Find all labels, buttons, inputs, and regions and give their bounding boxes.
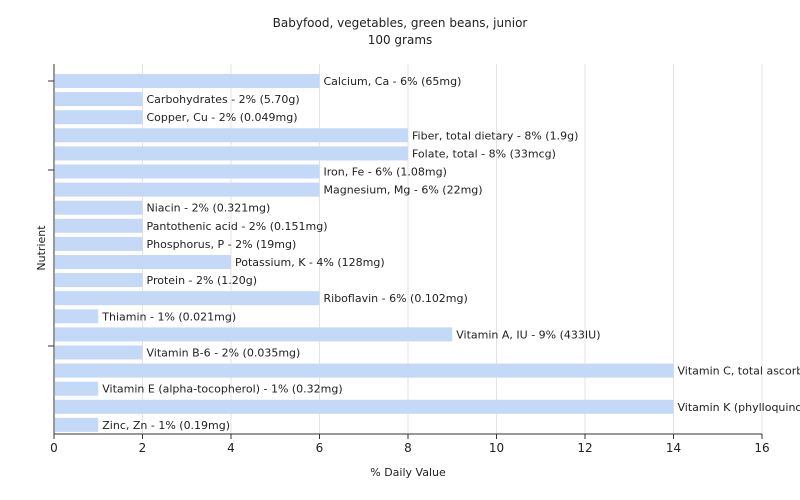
bar-label-11: Protein - 2% (1.20g): [147, 274, 258, 287]
bar-0: [55, 74, 320, 88]
x-tick-label-6: 12: [577, 441, 592, 455]
bar-12: [55, 291, 320, 306]
bar-19: [55, 417, 99, 432]
x-tick-label-0: 0: [50, 441, 58, 455]
bar-10: [55, 255, 231, 269]
bar-18: [55, 399, 674, 414]
bar-label-5: Iron, Fe - 6% (1.08mg): [324, 166, 447, 179]
bar-6: [55, 182, 320, 197]
bar-label-12: Riboflavin - 6% (0.102mg): [324, 292, 468, 305]
grid-lines: [142, 64, 763, 434]
bar-label-3: Fiber, total dietary - 8% (1.9g): [412, 129, 578, 142]
bar-label-16: Vitamin C, total ascorbic acid - 14% (8.…: [678, 365, 800, 378]
bar-4: [55, 146, 408, 161]
bar-label-0: Calcium, Ca - 6% (65mg): [324, 75, 462, 88]
chart-subtitle: 100 grams: [368, 33, 433, 47]
bar-3: [55, 128, 408, 143]
bar-1: [55, 92, 143, 107]
bar-11: [55, 273, 143, 288]
bar-14: [55, 327, 453, 342]
bar-label-19: Zinc, Zn - 1% (0.19mg): [102, 419, 230, 432]
bar-16: [55, 363, 674, 378]
bar-9: [55, 236, 143, 251]
bar-label-10: Potassium, K - 4% (128mg): [235, 256, 385, 269]
x-tick-label-8: 16: [754, 441, 769, 455]
bar-label-18: Vitamin K (phylloquinone) - 14% (11.1mcg…: [678, 401, 800, 414]
y-axis-label: Nutrient: [35, 225, 48, 271]
x-tick-label-1: 2: [139, 441, 147, 455]
bar-label-14: Vitamin A, IU - 9% (433IU): [456, 328, 600, 341]
bar-17: [55, 381, 99, 396]
bar-label-6: Magnesium, Mg - 6% (22mg): [324, 184, 483, 197]
x-tick-label-4: 8: [404, 441, 412, 455]
bar-label-2: Copper, Cu - 2% (0.049mg): [147, 111, 298, 124]
bar-label-15: Vitamin B-6 - 2% (0.035mg): [147, 347, 301, 360]
x-axis-label: % Daily Value: [370, 466, 446, 479]
axes-group: [48, 64, 763, 439]
x-tick-label-2: 4: [227, 441, 235, 455]
bars-group: Calcium, Ca - 6% (65mg) Carbohydrates - 2…: [55, 74, 800, 432]
bar-label-4: Folate, total - 8% (33mcg): [412, 147, 556, 160]
x-tick-labels: 0 2 4 6 8 10 12 14 16: [50, 441, 769, 455]
bar-label-7: Niacin - 2% (0.321mg): [147, 202, 271, 215]
bar-label-17: Vitamin E (alpha-tocopherol) - 1% (0.32m…: [102, 383, 342, 396]
bar-15: [55, 345, 143, 360]
bar-label-13: Thiamin - 1% (0.021mg): [101, 310, 236, 323]
bar-7: [55, 200, 143, 215]
bar-13: [55, 309, 99, 324]
bar-5: [55, 164, 320, 179]
bar-label-9: Phosphorus, P - 2% (19mg): [147, 238, 297, 251]
chart-title: Babyfood, vegetables, green beans, junio…: [273, 16, 528, 30]
x-tick-label-3: 6: [316, 441, 324, 455]
bar-label-8: Pantothenic acid - 2% (0.151mg): [147, 220, 328, 233]
x-tick-label-5: 10: [489, 441, 504, 455]
bar-label-1: Carbohydrates - 2% (5.70g): [147, 93, 300, 106]
bar-2: [55, 110, 143, 125]
x-tick-label-7: 14: [666, 441, 681, 455]
bar-8: [55, 218, 143, 233]
